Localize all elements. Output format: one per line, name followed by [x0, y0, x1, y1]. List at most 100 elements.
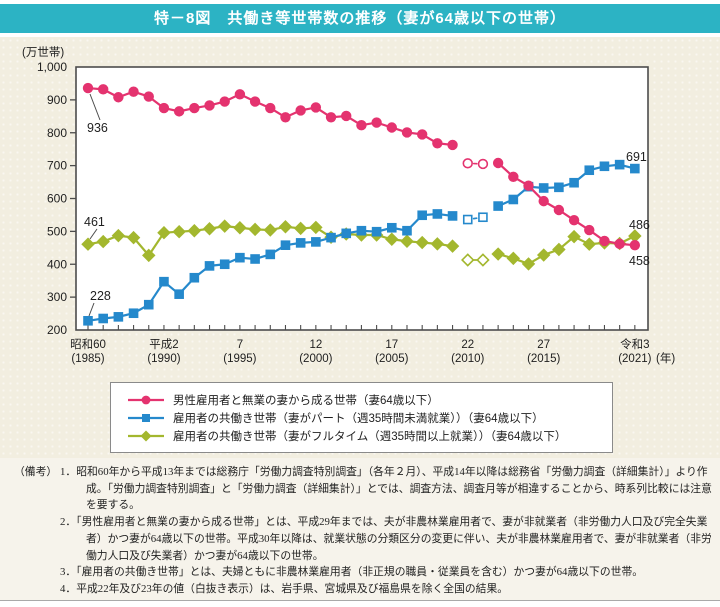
- y-tick-label: 800: [47, 126, 67, 140]
- fulltime-wife-marker: [142, 248, 156, 263]
- part-time-wife-end-value-label: 691: [626, 150, 647, 164]
- part-time-wife-marker: [356, 225, 367, 236]
- y-tick-label: 200: [47, 323, 67, 337]
- non-working-wife-marker: [356, 119, 367, 131]
- x-tick-label-year: (1995): [223, 353, 256, 365]
- fulltime-wife-start-value-label: 461: [84, 215, 105, 229]
- x-tick-label-era: 平成2: [149, 338, 178, 351]
- part-time-wife-marker: [113, 312, 124, 322]
- x-tick-label-year: (1985): [71, 353, 104, 365]
- fulltime-wife-marker: [536, 248, 551, 262]
- x-tick-label-year: (2015): [527, 353, 560, 365]
- fulltime-wife-marker: [233, 221, 247, 235]
- part-time-wife-marker: [371, 226, 382, 237]
- non-working-wife-marker: [173, 106, 185, 117]
- note-item: 4．平成22年及び23年の値（白抜き表示）は、岩手県、宮城県及び福島県を除く全国…: [60, 583, 509, 596]
- part-time-wife-marker: [128, 308, 139, 319]
- non-working-wife-marker: [128, 86, 139, 97]
- fulltime-wife-marker: [430, 237, 445, 251]
- line-chart: 200 300 400 500 600 700 800 900 1,000 昭和60 (1985) 平…: [37, 60, 675, 365]
- fulltime-wife-marker: [582, 237, 597, 251]
- fulltime-wife-marker: [248, 222, 262, 237]
- non-working-wife-marker: [629, 239, 641, 251]
- fulltime-wife-marker: [506, 251, 521, 266]
- non-working-wife-marker: [508, 171, 519, 183]
- non-working-wife-marker: [143, 91, 154, 102]
- x-tick-label-era: 27: [537, 339, 550, 351]
- part-time-wife-marker: [204, 261, 215, 271]
- x-tick-label-year: (2010): [451, 353, 484, 365]
- x-tick-label-era: 令和3: [620, 337, 649, 351]
- fulltime-wife-marker: [187, 223, 202, 238]
- part-time-wife-marker: [508, 194, 519, 205]
- x-tick-label-era: 17: [385, 339, 398, 351]
- fulltime-wife-marker: [476, 253, 490, 267]
- fulltime-wife-marker: [172, 224, 186, 239]
- non-working-wife-start-value-label: 936: [87, 121, 108, 135]
- fulltime-wife-marker: [491, 247, 505, 261]
- fulltime-wife-marker: [81, 237, 95, 251]
- fulltime-wife-marker: [293, 221, 308, 236]
- figure-title: 特－8図 共働き等世帯数の推移（妻が64歳以下の世帯）: [0, 4, 720, 33]
- part-time-wife-marker: [265, 249, 276, 260]
- part-time-wife-marker: [219, 259, 230, 270]
- legend-item-part-time-wife: 雇用者の共働き世帯（妻がパート（週35時間未満就業））（妻64歳以下）: [127, 409, 612, 427]
- non-working-wife-marker: [599, 235, 610, 247]
- part-time-wife-marker: [554, 182, 564, 193]
- part-time-wife-marker: [189, 272, 200, 283]
- part-time-wife-marker: [341, 228, 352, 239]
- non-working-wife-marker: [386, 122, 397, 133]
- part-time-wife-marker: [98, 313, 108, 324]
- non-working-wife-marker: [158, 102, 170, 114]
- non-working-wife-marker: [553, 204, 565, 216]
- legend-label: 男性雇用者と無業の妻から成る世帯（妻64歳以下）: [173, 395, 439, 407]
- fulltime-wife-marker: [278, 220, 293, 234]
- part-time-wife-marker: [326, 232, 336, 243]
- plot-area: [75, 66, 649, 331]
- part-time-wife-marker: [432, 209, 443, 219]
- bottom-divider: [0, 600, 720, 601]
- y-tick-label: 300: [47, 290, 67, 304]
- part-time-wife-marker: [386, 222, 397, 233]
- note-item: 2．「男性雇用者と無業の妻から成る世帯」とは、平成29年までは、夫が非農林業雇用…: [60, 516, 712, 562]
- non-working-wife-legend-marker-icon: [128, 395, 164, 405]
- fulltime-wife-marker: [217, 219, 232, 233]
- y-tick-label: 600: [47, 192, 67, 206]
- non-working-wife-marker: [113, 92, 124, 103]
- non-working-wife-marker: [401, 127, 413, 138]
- y-tick-label: 500: [47, 224, 67, 238]
- non-working-wife-marker: [219, 96, 230, 107]
- non-working-wife-marker: [371, 117, 382, 128]
- part-time-wife-marker: [493, 201, 503, 211]
- fulltime-wife-legend-marker-icon: [128, 430, 164, 442]
- part-time-wife-marker: [584, 165, 595, 176]
- non-working-wife-marker: [568, 214, 580, 226]
- note-item: 3．「雇用者の共働き世帯」とは、夫婦ともに非農林業雇用者（非正規の職員・従業員を…: [60, 566, 644, 579]
- fulltime-wife-marker: [309, 220, 323, 235]
- notes-heading: （備考）: [14, 466, 58, 478]
- part-time-wife-marker: [83, 315, 93, 326]
- x-tick-label-year: (2005): [375, 353, 408, 365]
- y-tick-label: 700: [47, 159, 67, 173]
- chart-legend: 男性雇用者と無業の妻から成る世帯（妻64歳以下） 雇用者の共働き世帯（妻がパート（…: [110, 382, 613, 453]
- legend-label: 雇用者の共働き世帯（妻がフルタイム（週35時間以上就業））（妻64歳以下）: [173, 431, 567, 443]
- non-working-wife-marker: [295, 105, 306, 116]
- x-tick-label-year: (1990): [147, 353, 180, 365]
- fulltime-wife-marker: [400, 234, 414, 248]
- non-working-wife-marker: [265, 102, 276, 114]
- x-tick-label-year: (2000): [299, 353, 332, 365]
- y-tick-label: 400: [47, 257, 67, 271]
- fulltime-wife-marker: [111, 228, 126, 243]
- non-working-wife-marker: [310, 102, 322, 113]
- x-tick-label-era: 22: [461, 339, 474, 351]
- part-time-wife-marker: [630, 163, 640, 174]
- legend-item-fulltime-wife: 雇用者の共働き世帯（妻がフルタイム（週35時間以上就業））（妻64歳以下）: [127, 427, 612, 445]
- non-working-wife-marker: [538, 195, 549, 207]
- part-time-wife-marker: [478, 212, 488, 223]
- part-time-wife-marker: [447, 211, 458, 221]
- x-tick-label-era: 12: [309, 339, 322, 351]
- fulltime-wife-marker: [567, 229, 581, 244]
- part-time-wife-marker: [599, 161, 610, 172]
- non-working-wife-marker: [462, 158, 473, 169]
- non-working-wife-marker: [97, 84, 109, 95]
